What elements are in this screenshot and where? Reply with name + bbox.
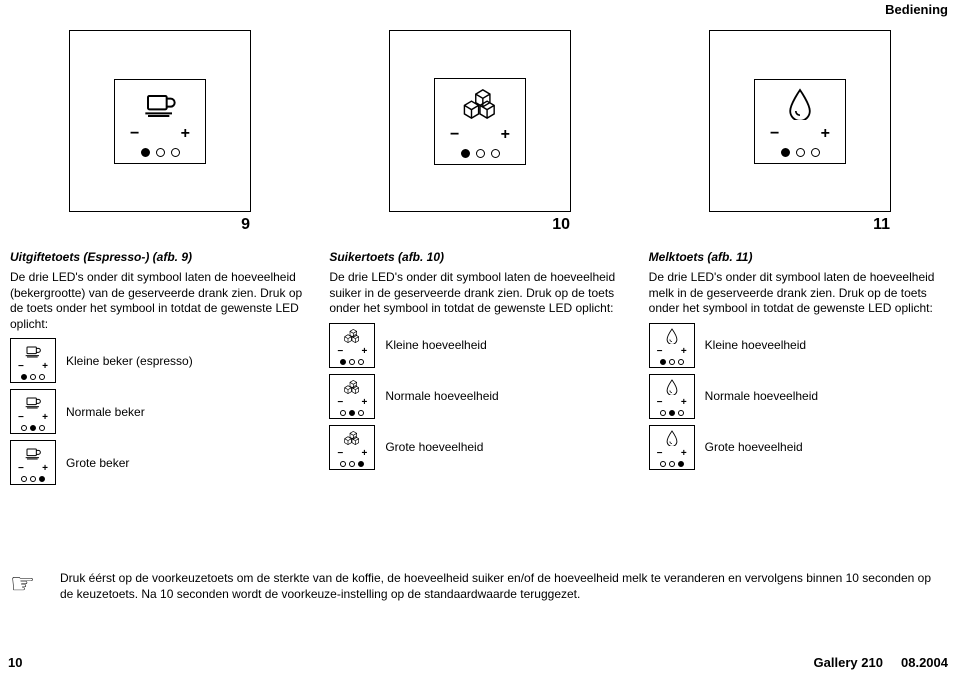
cubes-icon xyxy=(460,87,500,121)
cup-icon xyxy=(22,445,44,461)
pointing-hand-icon: ☞ xyxy=(10,570,46,598)
label-normal-cup: Normale beker xyxy=(66,405,145,419)
figure-9-panel: −+ xyxy=(69,30,251,212)
cup-icon xyxy=(22,394,44,410)
cup-icon xyxy=(22,343,44,359)
col1-title: Uitgiftetoets (Espresso-) (afb. 9) xyxy=(10,250,311,264)
label-large-cup: Grote beker xyxy=(66,456,129,470)
row-large-sugar: −+ Grote hoeveelheid xyxy=(329,425,630,470)
row-normal-sugar: −+ Normale hoeveelheid xyxy=(329,374,630,419)
col1-intro: De drie LED's onder dit symbool laten de… xyxy=(10,270,311,332)
section-header: Bediening xyxy=(885,2,948,17)
drop-icon xyxy=(665,379,679,395)
note-block: ☞ Druk éérst op de voorkeuzetoets om de … xyxy=(10,570,945,602)
label-small-cup: Kleine beker (espresso) xyxy=(66,354,193,368)
label-small-milk: Kleine hoeveelheid xyxy=(705,338,806,352)
cubes-icon xyxy=(342,379,362,395)
column-espresso: Uitgiftetoets (Espresso-) (afb. 9) De dr… xyxy=(10,250,311,485)
col3-title: Melktoets (afb. 11) xyxy=(649,250,950,264)
figure-10-panel: −+ xyxy=(389,30,571,212)
body-columns: Uitgiftetoets (Espresso-) (afb. 9) De dr… xyxy=(10,250,950,485)
figure-11-panel: −+ xyxy=(709,30,891,212)
row-normal-cup: −+ Normale beker xyxy=(10,389,311,434)
row-normal-milk: −+ Normale hoeveelheid xyxy=(649,374,950,419)
drop-icon xyxy=(665,430,679,446)
note-text: Druk éérst op de voorkeuzetoets om de st… xyxy=(60,570,945,602)
col2-title: Suikertoets (afb. 10) xyxy=(329,250,630,264)
row-large-milk: −+ Grote hoeveelheid xyxy=(649,425,950,470)
figure-9-number: 9 xyxy=(241,216,250,234)
doc-footer: Gallery 210 08.2004 xyxy=(814,655,948,670)
drop-icon xyxy=(665,328,679,344)
figure-10-number: 10 xyxy=(552,216,570,234)
col2-intro: De drie LED's onder dit symbool laten de… xyxy=(329,270,630,317)
page-number: 10 xyxy=(8,655,22,670)
row-small-cup: −+ Kleine beker (espresso) xyxy=(10,338,311,383)
figure-panels: −+ 9 −+ 10 −+ xyxy=(0,30,960,234)
figure-11-number: 11 xyxy=(873,216,890,234)
manual-page: Bediening −+ 9 −+ 10 xyxy=(0,0,960,678)
column-sugar: Suikertoets (afb. 10) De drie LED's onde… xyxy=(329,250,630,485)
col3-intro: De drie LED's onder dit symbool laten de… xyxy=(649,270,950,317)
drop-icon xyxy=(786,88,814,120)
cubes-icon xyxy=(342,328,362,344)
cup-icon xyxy=(140,88,180,120)
row-small-milk: −+ Kleine hoeveelheid xyxy=(649,323,950,368)
label-large-sugar: Grote hoeveelheid xyxy=(385,440,483,454)
label-small-sugar: Kleine hoeveelheid xyxy=(385,338,486,352)
label-normal-milk: Normale hoeveelheid xyxy=(705,389,818,403)
label-normal-sugar: Normale hoeveelheid xyxy=(385,389,498,403)
row-large-cup: −+ Grote beker xyxy=(10,440,311,485)
row-small-sugar: −+ Kleine hoeveelheid xyxy=(329,323,630,368)
cubes-icon xyxy=(342,430,362,446)
label-large-milk: Grote hoeveelheid xyxy=(705,440,803,454)
column-milk: Melktoets (afb. 11) De drie LED's onder … xyxy=(649,250,950,485)
doc-date: 08.2004 xyxy=(901,655,948,670)
doc-title: Gallery 210 xyxy=(814,655,883,670)
